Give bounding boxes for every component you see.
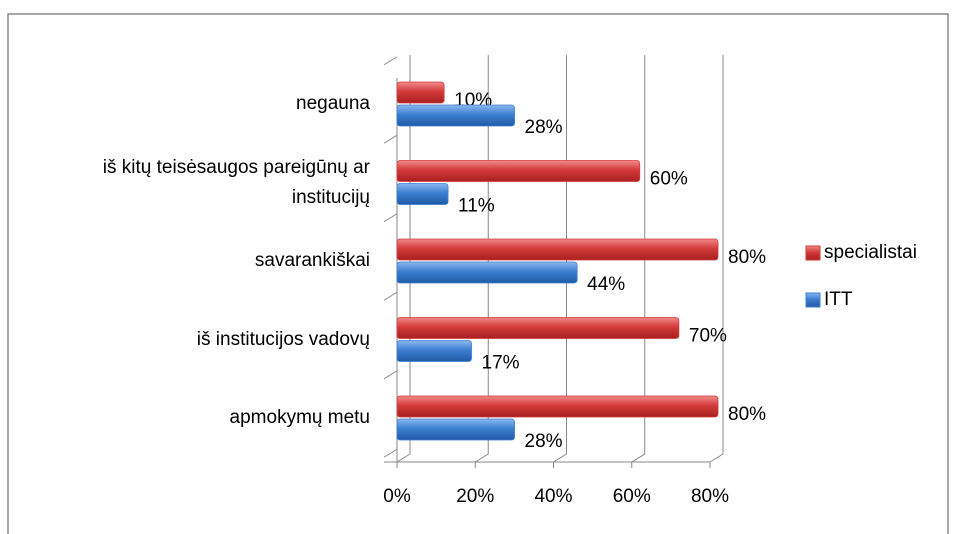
x-tick-label: 20% xyxy=(456,486,494,507)
legend-label: specialistai xyxy=(824,242,917,263)
value-label: 80% xyxy=(728,404,766,425)
x-tick-label: 60% xyxy=(613,486,651,507)
y-tick-label: negauna xyxy=(296,93,370,114)
legend-swatch xyxy=(805,245,821,261)
value-label: 44% xyxy=(587,274,625,295)
value-label: 28% xyxy=(525,431,563,452)
value-label: 11% xyxy=(458,196,495,217)
x-tick-label: 80% xyxy=(691,486,729,507)
bar xyxy=(396,104,515,127)
bar xyxy=(396,340,472,362)
bar xyxy=(396,395,719,418)
y-tick-label: iš institucijos vadovų xyxy=(196,328,370,350)
y-tick-label: savarankiškai xyxy=(254,250,370,271)
tick-mark xyxy=(383,448,398,458)
tick-mark xyxy=(383,291,398,301)
tick-mark xyxy=(383,213,398,223)
bar xyxy=(396,81,445,104)
y-tick-label: apmokymų metu xyxy=(229,407,370,428)
value-label: 17% xyxy=(482,353,520,374)
tick-mark xyxy=(383,134,398,144)
value-label: 70% xyxy=(689,326,727,347)
y-tick-label: iš kitų teisėsaugos pareigūnų ar institu… xyxy=(102,156,370,208)
value-label: 60% xyxy=(650,169,688,190)
chart-border xyxy=(7,13,949,534)
bar xyxy=(396,238,719,261)
bar xyxy=(396,160,641,182)
legend-swatch xyxy=(805,292,821,308)
bar xyxy=(396,261,578,284)
grid-line xyxy=(631,55,646,463)
value-label: 28% xyxy=(525,117,563,138)
grid-line xyxy=(553,55,567,463)
tick-mark xyxy=(383,56,398,66)
bar xyxy=(396,418,515,441)
tick-mark xyxy=(383,370,398,380)
x-tick-label: 0% xyxy=(383,486,411,507)
bar xyxy=(396,183,449,205)
grid-line xyxy=(474,55,489,463)
grid-line xyxy=(709,55,724,463)
legend-label: ITT xyxy=(824,289,853,310)
bar xyxy=(396,317,680,339)
value-label: 80% xyxy=(728,247,766,268)
x-tick-label: 40% xyxy=(534,486,572,507)
